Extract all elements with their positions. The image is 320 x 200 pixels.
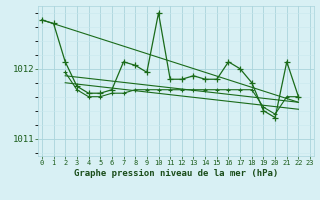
- X-axis label: Graphe pression niveau de la mer (hPa): Graphe pression niveau de la mer (hPa): [74, 169, 278, 178]
